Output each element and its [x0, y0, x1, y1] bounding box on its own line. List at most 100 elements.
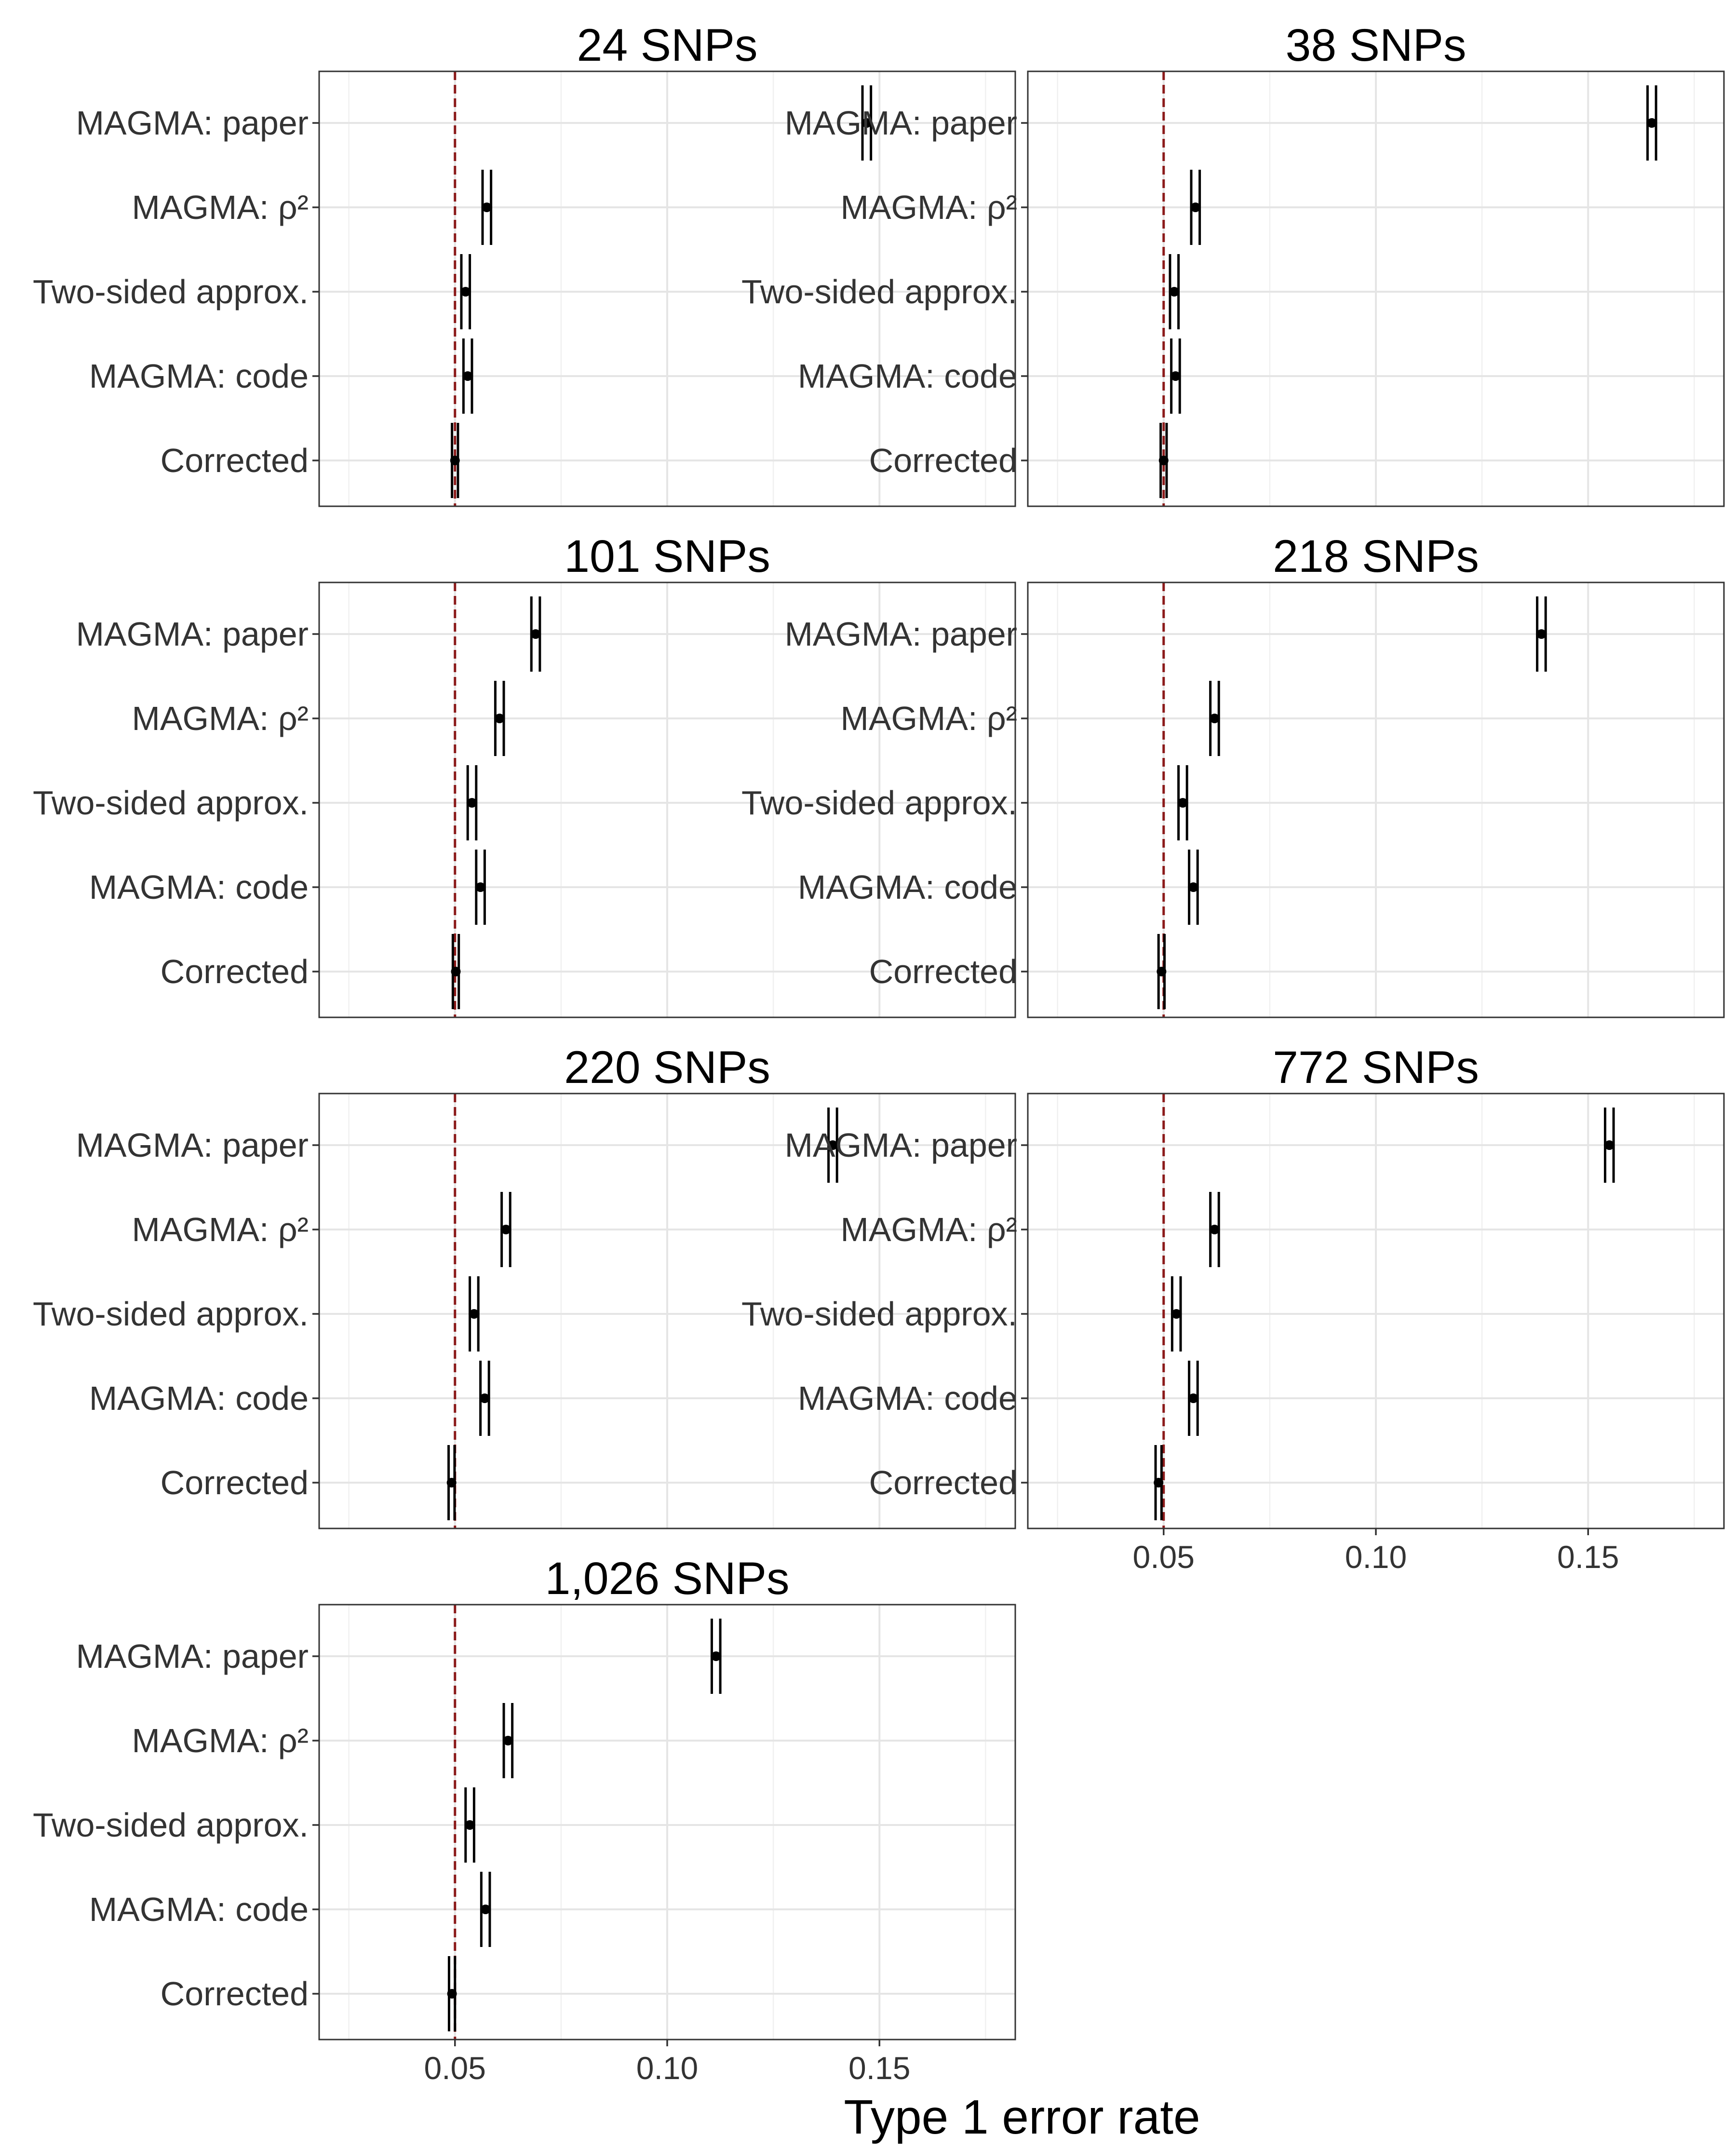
category-label-magma-paper: MAGMA: paper: [785, 104, 1017, 142]
panel-border: [318, 1093, 1016, 1529]
x-tick-label: 0.15: [848, 2050, 910, 2086]
category-label-magma-paper: MAGMA: paper: [76, 104, 309, 142]
point-range-magma-paper: [1646, 85, 1657, 161]
point-range-magma-code: [462, 338, 473, 414]
point-range-two-sided-approx: [466, 765, 478, 840]
point-marker: [1210, 1225, 1220, 1234]
category-label-two-sided-approx: Two-sided approx.: [741, 784, 1017, 822]
point-range-corrected: [446, 1445, 457, 1520]
panel-border: [318, 581, 1016, 1018]
point-marker: [447, 1989, 457, 1999]
point-marker: [465, 1820, 475, 1830]
category-label-magma-code: MAGMA: code: [89, 868, 309, 906]
point-range-magma-paper: [710, 1619, 722, 1694]
point-range-corrected: [1158, 423, 1169, 498]
point-range-corrected: [1154, 1445, 1164, 1520]
panel-101-snps: 101 SNPs MAGMA: paper MAGMA: ρ² Two-sided a…: [33, 531, 1016, 1018]
category-label-magma-code: MAGMA: code: [798, 1379, 1017, 1417]
x-axis-title: Type 1 error rate: [844, 2090, 1200, 2144]
category-label-magma-paper: MAGMA: paper: [76, 1126, 309, 1164]
point-marker: [1158, 456, 1169, 465]
point-marker: [828, 1140, 838, 1150]
category-label-two-sided-approx: Two-sided approx.: [741, 273, 1017, 311]
panel-title: 218 SNPs: [1273, 531, 1479, 582]
panel-border: [318, 70, 1016, 507]
category-label-magma-paper: MAGMA: paper: [76, 615, 309, 653]
point-marker: [495, 714, 505, 723]
point-marker: [861, 118, 872, 128]
point-range-magma: [481, 170, 493, 245]
point-marker: [711, 1651, 721, 1661]
point-range-corrected: [451, 934, 461, 1009]
point-marker: [469, 1309, 479, 1319]
point-marker: [446, 1478, 457, 1487]
category-label-magma-code: MAGMA: code: [89, 357, 309, 395]
point-range-magma: [502, 1703, 514, 1778]
panel-772-snps: 772 SNPs MAGMA: paper MAGMA: ρ² Two-sided a…: [741, 1042, 1725, 1575]
panel-1-026-snps: 1,026 SNPs MAGMA: paper MAGMA: ρ² Two-sided…: [33, 1553, 1016, 2086]
panel-title: 772 SNPs: [1273, 1042, 1479, 1093]
panel-border: [1027, 70, 1725, 507]
point-marker: [482, 203, 492, 212]
panel-title: 101 SNPs: [564, 531, 770, 582]
point-range-magma-paper: [1536, 596, 1547, 672]
category-label-magma: MAGMA: ρ²: [132, 1211, 309, 1248]
point-marker: [1157, 967, 1167, 976]
point-range-magma: [1190, 170, 1201, 245]
point-marker: [451, 967, 461, 976]
point-range-two-sided-approx: [469, 1276, 480, 1352]
category-label-corrected: Corrected: [161, 953, 309, 990]
point-marker: [467, 798, 477, 808]
panel-title: 38 SNPs: [1286, 20, 1467, 71]
point-range-corrected: [1157, 934, 1167, 1009]
x-tick-label: 0.10: [636, 2050, 698, 2086]
category-label-magma-paper: MAGMA: paper: [785, 615, 1017, 653]
point-marker: [1171, 371, 1181, 381]
point-marker: [463, 371, 473, 381]
panel-title: 24 SNPs: [577, 20, 758, 71]
category-label-corrected: Corrected: [161, 1464, 309, 1501]
category-label-two-sided-approx: Two-sided approx.: [33, 784, 309, 822]
point-range-magma-code: [1188, 1361, 1199, 1436]
panel-220-snps: 220 SNPs MAGMA: paper MAGMA: ρ² Two-sided a…: [33, 1042, 1016, 1529]
point-marker: [460, 287, 471, 297]
category-label-magma-code: MAGMA: code: [798, 868, 1017, 906]
point-marker: [450, 456, 460, 465]
category-label-two-sided-approx: Two-sided approx.: [33, 273, 309, 311]
point-marker: [1154, 1478, 1164, 1487]
point-marker: [1169, 287, 1179, 297]
category-label-two-sided-approx: Two-sided approx.: [741, 1295, 1017, 1333]
point-range-two-sided-approx: [1171, 1276, 1182, 1352]
point-marker: [475, 882, 485, 892]
category-label-magma: MAGMA: ρ²: [841, 1211, 1017, 1248]
category-label-magma: MAGMA: ρ²: [132, 1722, 309, 1759]
point-range-magma-code: [1188, 850, 1199, 925]
category-label-magma-code: MAGMA: code: [798, 357, 1017, 395]
category-label-magma: MAGMA: ρ²: [132, 700, 309, 737]
category-label-magma-paper: MAGMA: paper: [76, 1637, 309, 1675]
point-range-magma: [1209, 681, 1220, 756]
point-range-magma-code: [480, 1872, 491, 1947]
point-range-two-sided-approx: [1177, 765, 1188, 840]
point-marker: [531, 629, 541, 639]
panel-border: [1027, 581, 1725, 1018]
point-range-magma-paper: [530, 596, 541, 672]
point-marker: [1171, 1309, 1182, 1319]
point-marker: [480, 1393, 490, 1403]
point-range-magma: [494, 681, 505, 756]
point-range-corrected: [450, 423, 460, 498]
panel-38-snps: 38 SNPs MAGMA: paper MAGMA: ρ² Two-sided ap…: [741, 20, 1725, 507]
point-marker: [1190, 203, 1200, 212]
category-label-two-sided-approx: Two-sided approx.: [33, 1806, 309, 1844]
panel-24-snps: 24 SNPs MAGMA: paper MAGMA: ρ² Two-sided ap…: [33, 20, 1016, 507]
category-label-magma-code: MAGMA: code: [89, 1891, 309, 1928]
point-range-two-sided-approx: [464, 1787, 475, 1863]
point-marker: [1188, 882, 1198, 892]
point-range-magma-code: [1170, 338, 1181, 414]
point-marker: [503, 1736, 513, 1745]
x-tick-label: 0.15: [1557, 1539, 1619, 1575]
point-range-two-sided-approx: [1169, 254, 1180, 329]
point-range-magma-code: [479, 1361, 490, 1436]
x-tick-label: 0.05: [1133, 1539, 1195, 1575]
point-range-two-sided-approx: [460, 254, 471, 329]
